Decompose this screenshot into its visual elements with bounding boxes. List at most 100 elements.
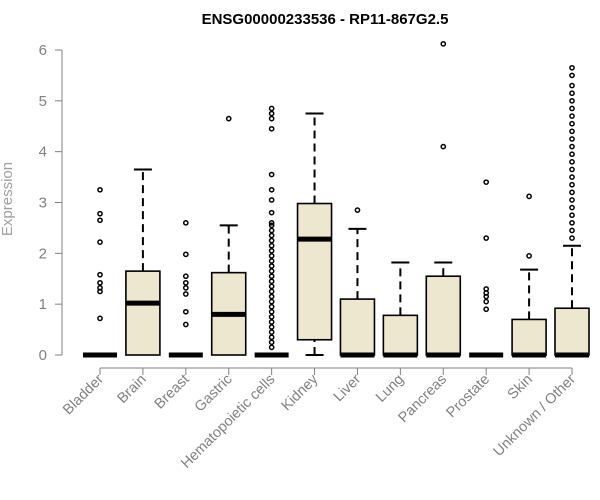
outlier-point [182,251,189,258]
outlier-point [268,334,275,341]
outlier-point [483,306,490,313]
outlier-point [268,209,275,216]
outlier-point [483,293,490,300]
outlier-point [569,64,575,71]
outlier-point [440,41,447,47]
outlier-point [268,253,275,259]
outlier-point [569,72,575,79]
iqr-box [296,202,333,341]
outlier-point [569,90,575,97]
outlier-point [268,314,275,320]
outlier-point [268,227,275,234]
outlier-point [569,136,575,142]
x-tick-label: Prostate [444,372,493,421]
outlier-point [268,324,275,330]
outlier-point [569,113,575,119]
iqr-box [125,270,161,356]
axes: 0 1 2 3 4 5 6 [39,42,572,369]
outlier-point [268,242,275,249]
outlier-point [268,125,275,132]
iqr-box [511,318,547,356]
outlier-point [268,319,275,325]
outlier-point [268,273,275,280]
box-liver [339,207,376,358]
outlier-point [182,321,189,328]
outlier-point [268,298,275,305]
outlier-point [268,110,275,117]
x-tick-label: Kidney [279,371,322,414]
x-tick-label: Brain [114,372,149,407]
outlier-point [569,120,575,127]
outlier-point [97,239,103,245]
outlier-point [268,283,275,290]
outlier-point [569,128,575,135]
outlier-point [268,344,275,351]
y-tick-label: 3 [39,195,47,212]
outlier-point [225,115,232,122]
outlier-point [483,179,490,186]
outlier-point [268,258,275,264]
outlier-point [569,204,575,211]
outlier-point [268,197,275,203]
outlier-point [569,174,575,180]
outlier-point [268,105,275,112]
x-tick-label: Unknown / Other [491,371,579,459]
iqr-box [382,314,419,356]
box-hematopoietic-cells [254,105,289,358]
chart-title: ENSG00000233536 - RP11-867G2.5 [202,11,449,28]
y-tick-label: 1 [39,296,47,313]
outlier-point [268,232,275,239]
outlier-point [569,166,575,173]
outlier-point [483,235,490,241]
outlier-point [569,197,575,203]
y-tick-label: 2 [39,245,47,262]
x-tick-label: Breast [152,372,193,413]
outlier-point [268,237,275,244]
x-tick-label: Liver [331,371,365,405]
x-tick-label: Lung [373,372,407,406]
outlier-point [97,288,103,295]
x-tick-label: Bladder [60,371,107,418]
outlier-point [569,151,575,158]
outlier-point [268,219,275,226]
outlier-point [268,293,275,300]
outlier-point [268,115,275,122]
iqr-box [425,275,462,356]
outlier-point [569,181,575,188]
outlier-point [526,193,532,200]
outlier-point [268,308,275,315]
box-skin [511,193,547,358]
y-tick-label: 0 [39,347,47,364]
outlier-point [97,271,103,278]
outlier-point [268,222,275,229]
outlier-point [182,279,189,286]
outlier-point [268,247,275,254]
outlier-point [354,207,361,213]
outlier-point [182,285,189,291]
outlier-point [268,171,275,178]
box-breast [168,219,203,358]
outlier-point [569,212,575,219]
outlier-point [268,288,275,295]
outlier-point [569,97,575,104]
outlier-point [182,308,189,315]
boxes-layer [83,41,590,358]
outlier-point [569,227,575,234]
outlier-point [483,298,490,305]
outlier-point [97,186,103,193]
outlier-point [97,315,103,322]
outlier-point [97,217,103,224]
outlier-point [268,339,275,346]
outlier-point [569,235,575,241]
y-tick-label: 6 [39,42,47,59]
outlier-point [268,268,275,274]
box-pancreas [425,41,462,358]
outlier-point [182,273,189,280]
outlier-point [97,210,103,217]
box-kidney [296,112,333,356]
y-tick-label: 5 [39,93,47,110]
outlier-point [182,219,189,226]
